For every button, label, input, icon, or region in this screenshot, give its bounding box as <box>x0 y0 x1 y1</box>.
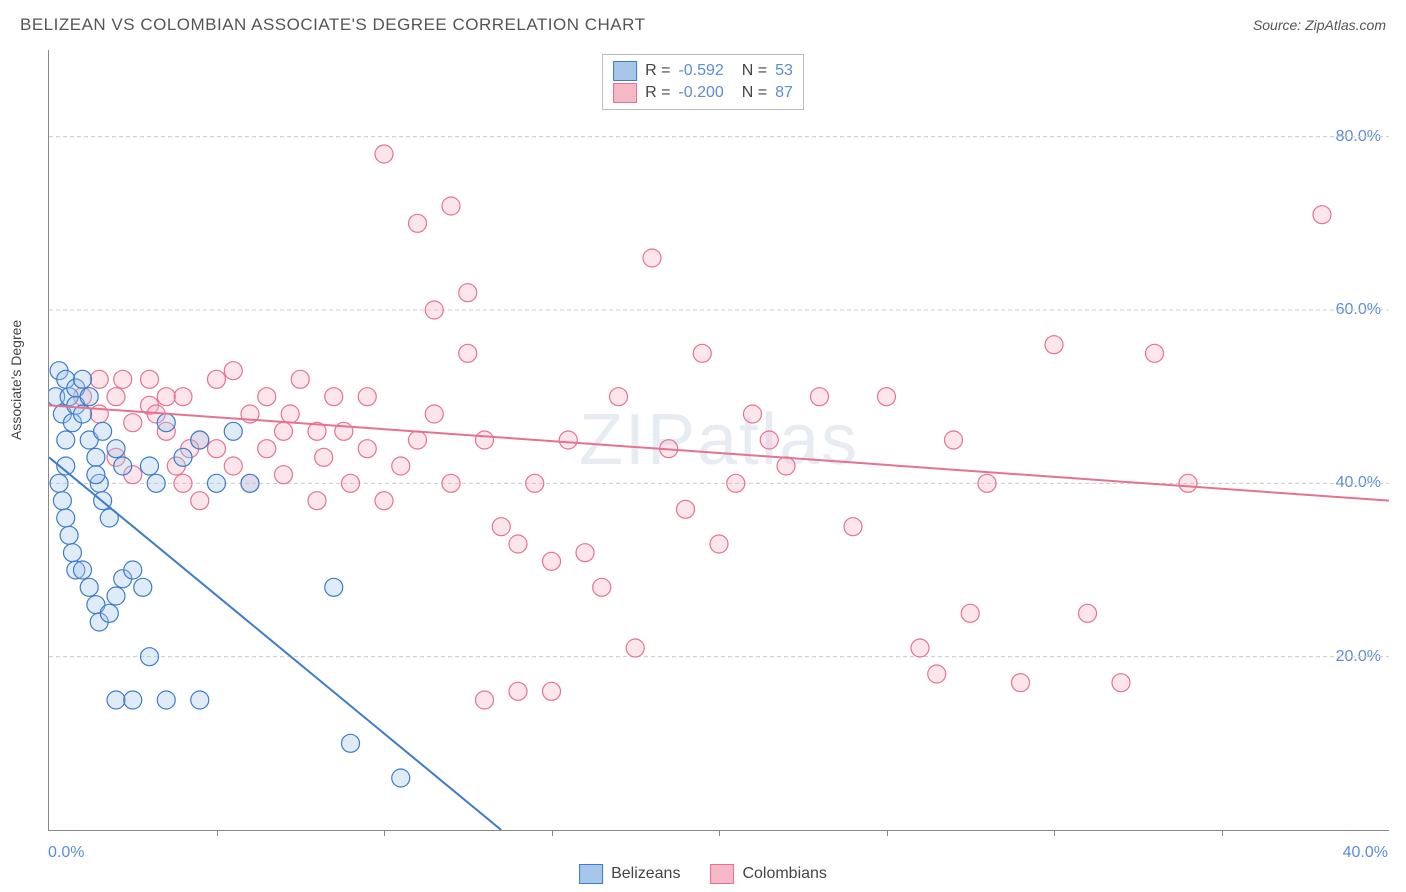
scatter-plot <box>49 50 1389 830</box>
y-axis-label: Associate's Degree <box>8 320 24 440</box>
n-label: N = <box>742 84 767 102</box>
chart-title: BELIZEAN VS COLOMBIAN ASSOCIATE'S DEGREE… <box>20 15 646 35</box>
x-tick-mark <box>887 830 888 836</box>
legend-item-colombians: Colombians <box>710 864 826 884</box>
x-tick-min: 0.0% <box>48 844 84 862</box>
legend-label-belizeans: Belizeans <box>611 865 680 883</box>
legend-label-colombians: Colombians <box>742 865 826 883</box>
legend-row-belizeans: R = -0.592 N = 53 <box>613 61 793 81</box>
swatch-belizeans <box>613 61 637 81</box>
legend-item-belizeans: Belizeans <box>579 864 680 884</box>
swatch-belizeans <box>579 864 603 884</box>
legend-row-colombians: R = -0.200 N = 87 <box>613 83 793 103</box>
swatch-colombians <box>613 83 637 103</box>
n-value-belizeans: 53 <box>775 62 793 80</box>
r-label: R = <box>645 62 670 80</box>
x-tick-max: 40.0% <box>1343 844 1388 862</box>
correlation-legend: R = -0.592 N = 53 R = -0.200 N = 87 <box>602 54 804 110</box>
n-label: N = <box>742 62 767 80</box>
swatch-colombians <box>710 864 734 884</box>
x-tick-mark <box>1222 830 1223 836</box>
x-tick-mark <box>1054 830 1055 836</box>
source-label: Source: ZipAtlas.com <box>1253 17 1386 33</box>
x-tick-mark <box>719 830 720 836</box>
n-value-colombians: 87 <box>775 84 793 102</box>
r-value-belizeans: -0.592 <box>678 62 723 80</box>
r-value-colombians: -0.200 <box>678 84 723 102</box>
series-legend: Belizeans Colombians <box>579 864 827 884</box>
x-tick-mark <box>552 830 553 836</box>
x-tick-mark <box>384 830 385 836</box>
r-label: R = <box>645 84 670 102</box>
x-tick-mark <box>217 830 218 836</box>
plot-area: ZIPatlas 20.0%40.0%60.0%80.0% <box>48 50 1389 831</box>
